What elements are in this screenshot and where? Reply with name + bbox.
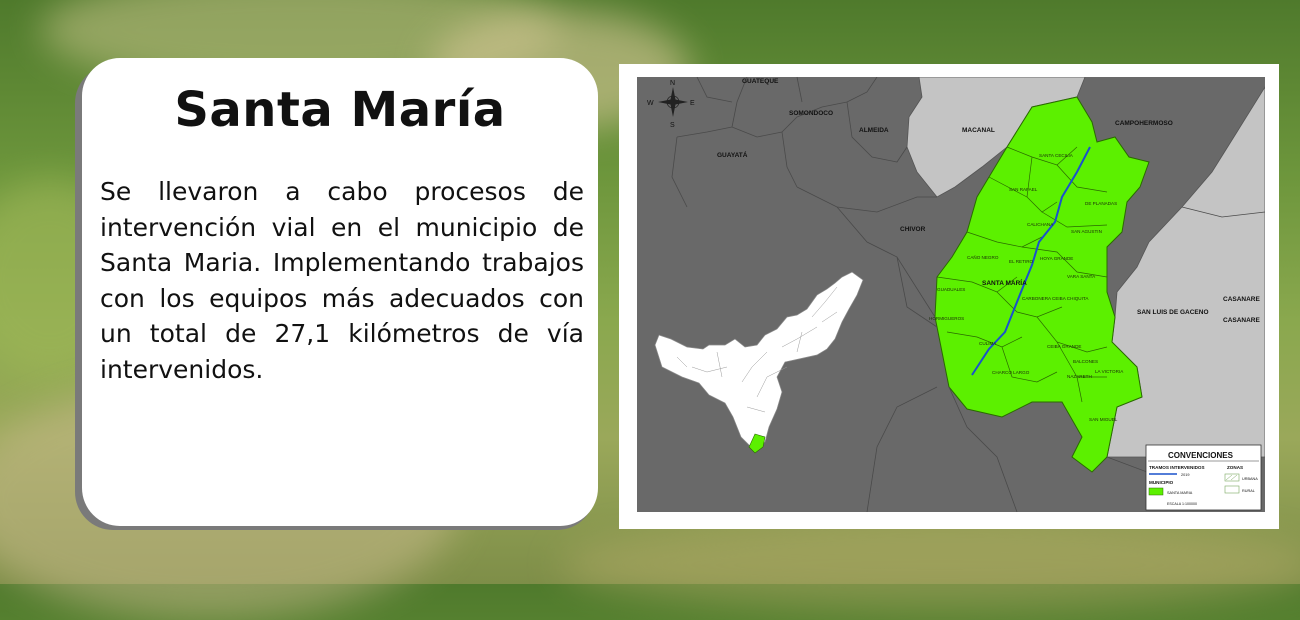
label-la-victoria: LA VICTORIA [1095, 369, 1124, 374]
label-hoya-grande: HOYA GRANDE [1040, 256, 1073, 261]
card-title: Santa María [174, 82, 506, 138]
label-campohermoso: CAMPOHERMOSO [1115, 120, 1173, 127]
label-somondoco: SOMONDOCO [789, 110, 833, 117]
label-santa-cecilia: SANTA CECILIA [1039, 153, 1074, 158]
label-charco-largo: CHARCO LARGO [992, 370, 1030, 375]
legend-escala: ESCALA 1:100000 [1167, 502, 1197, 506]
department-outline [654, 271, 864, 454]
label-almeida: ALMEIDA [859, 127, 889, 134]
label-balcones: BALCONES [1073, 359, 1098, 364]
label-san-miguel: SAN MIGUEL [1089, 417, 1118, 422]
label-san-agustin: SAN AGUSTIN [1071, 229, 1102, 234]
label-ceiba-grande: CEIBA GRANDE [1047, 344, 1081, 349]
legend-tramos-year: 2019 [1181, 473, 1189, 477]
legend-tramos: TRAMOS INTERVENIDOS [1149, 465, 1205, 470]
municipal-boundaries [671, 77, 1265, 512]
legend-zonas: ZONAS [1227, 465, 1243, 470]
compass-w: W [647, 100, 654, 107]
legend-urbana-swatch [1224, 473, 1240, 482]
legend-municipio: MUNICIPIO [1149, 480, 1174, 485]
label-casanare-2: CASANARE [1223, 317, 1261, 324]
label-planadas: DE PLANADAS [1085, 201, 1117, 206]
label-ceiba-chiquita: CEIBA CHIQUITA [1052, 296, 1089, 301]
map-legend: CONVENCIONES TRAMOS INTERVENIDOS 2019 ZO… [1145, 444, 1262, 511]
compass-rose: N S E W [647, 80, 695, 129]
label-chivor: CHIVOR [900, 226, 926, 233]
label-carbonera: CARBONERA [1022, 296, 1052, 301]
label-san-rafael: SAN RAFAEL [1009, 187, 1038, 192]
label-guateque: GUATEQUE [742, 78, 779, 85]
compass-n: N [670, 80, 675, 87]
vereda-boundaries [936, 146, 1108, 403]
label-vara-santa: VARA SANTA [1067, 274, 1096, 279]
compass-s: S [670, 122, 675, 129]
info-card: Santa María Se llevaron a cabo procesos … [82, 58, 598, 526]
legend-urbana: URBANA [1242, 477, 1258, 481]
santa-maria-locator [748, 433, 766, 454]
label-el-retiro: EL RETIRO [1009, 259, 1034, 264]
label-macanal: MACANAL [962, 127, 995, 134]
legend-santa-maria: SANTA MARIA [1167, 491, 1193, 495]
label-culima: CULIMA [979, 341, 997, 346]
card-body: Se llevaron a cabo procesos de intervenc… [100, 177, 584, 384]
label-guayata: GUAYATÁ [717, 150, 748, 159]
legend-santa-maria-swatch [1148, 487, 1164, 496]
label-san-luis: SAN LUIS DE GACENO [1137, 309, 1209, 316]
label-cano-negro: CAÑO NEGRO [967, 254, 999, 260]
municipality-map: N S E W GUATEQUE SOMONDOCO GUAYATÁ ALMEI… [637, 77, 1265, 512]
legend-title: CONVENCIONES [1168, 451, 1234, 460]
label-hormigueros: HORMIGUEROS [929, 316, 964, 321]
legend-rural-swatch [1224, 485, 1240, 494]
compass-e: E [690, 100, 695, 107]
map-frame: N S E W GUATEQUE SOMONDOCO GUAYATÁ ALMEI… [619, 64, 1279, 529]
background-blob [560, 520, 1300, 610]
label-casanare-1: CASANARE [1223, 296, 1261, 303]
label-guaduales: GUADUALES [937, 287, 965, 292]
label-nazaret: NAZARETH [1067, 374, 1092, 379]
road-segment [971, 146, 1091, 376]
legend-rural: RURAL [1242, 489, 1255, 493]
label-santa-maria: SANTA MARÍA [982, 278, 1027, 287]
label-calichana: CALICHANA [1027, 222, 1054, 227]
region-santa-maria [934, 96, 1150, 473]
